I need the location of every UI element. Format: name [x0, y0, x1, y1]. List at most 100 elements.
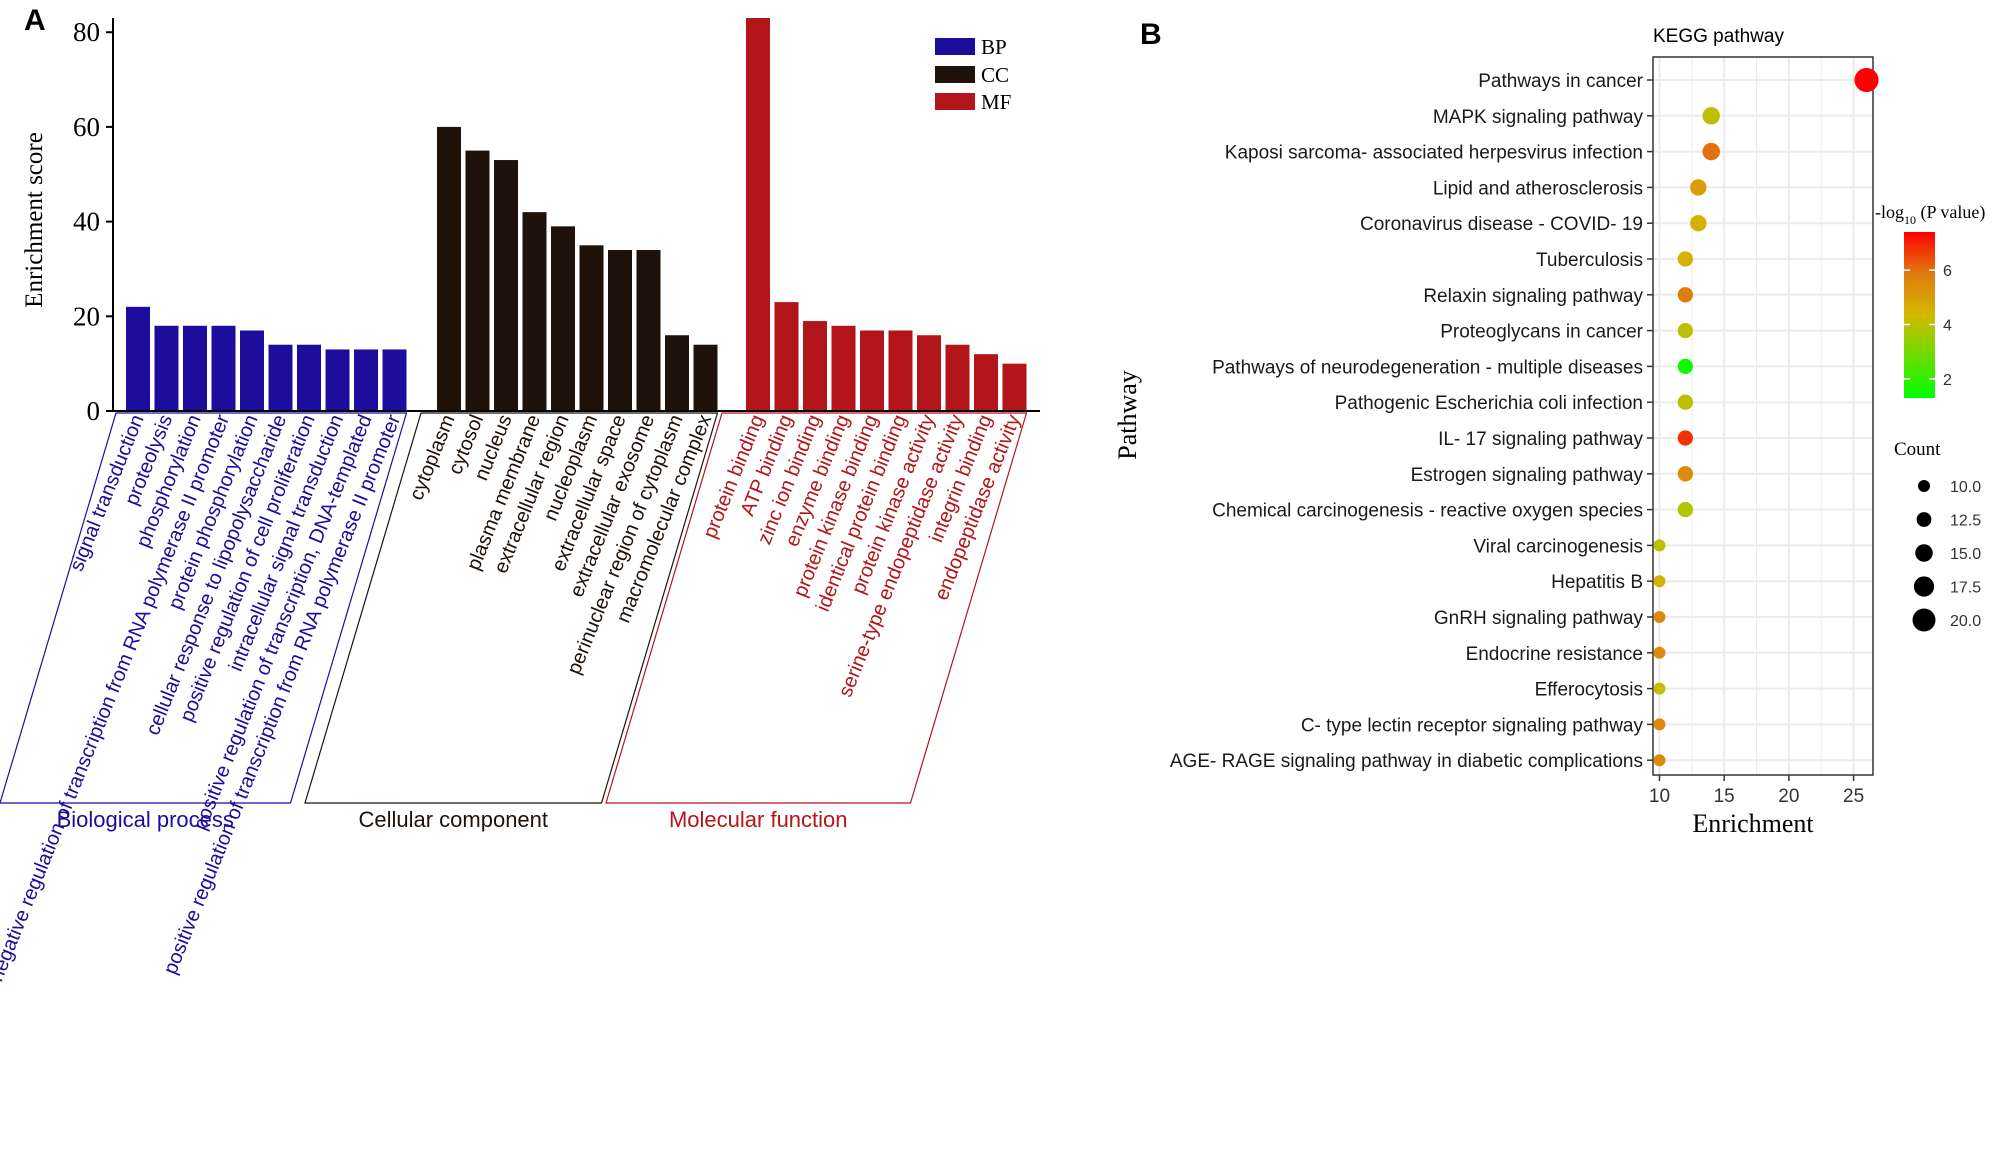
bar-identical-protein-binding — [888, 330, 913, 411]
point-pathways-of-neurodegeneration-multiple-diseases — [1677, 358, 1694, 375]
bar-protein-phosphorylation — [240, 330, 264, 411]
color-legend-tick-label: 4 — [1943, 318, 1952, 335]
legend-swatch-cc — [935, 66, 975, 83]
plot-title: KEGG pathway — [1653, 26, 1784, 47]
point-estrogen-signaling-pathway — [1677, 466, 1694, 482]
bar-extracellular-exosome — [636, 250, 661, 411]
point-il-17-signaling-pathway — [1677, 430, 1694, 446]
point-endocrine-resistance — [1653, 646, 1666, 659]
pathway-label-tuberculosis: Tuberculosis — [1536, 250, 1643, 271]
pathway-labels: Pathways in cancer MAPK signaling pathway… — [1170, 71, 1653, 772]
x-tick-label: 20 — [1778, 786, 1799, 807]
y-tick-label: 40 — [73, 207, 100, 237]
x-axis-label: Enrichment — [1692, 809, 1814, 838]
pathway-label-viral-carcinogenesis: Viral carcinogenesis — [1473, 536, 1643, 557]
y-tick-label: 60 — [73, 112, 100, 142]
point-kaposi-sarcoma-associated-herpesvirus-infection — [1702, 142, 1720, 161]
group-label-cellular-component: Cellular component — [358, 807, 548, 832]
bar-zinc-ion-binding — [803, 321, 827, 411]
go-bar-chart: Enrichment score 0 20 40 60 80 signal transd… — [0, 17, 1040, 985]
pathway-label-il-17-signaling-pathway: IL- 17 signaling pathway — [1438, 429, 1643, 450]
size-legend-label: 17.5 — [1950, 580, 1981, 597]
pathway-label-age-rage-signaling-pathway-in-diabetic-complications: AGE- RAGE signaling pathway in diabetic … — [1170, 751, 1643, 772]
bar-plasma-membrane — [522, 212, 547, 411]
color-legend-title-suffix: (P value) — [1916, 202, 1985, 223]
bar-enzyme-binding — [831, 325, 856, 411]
pathway-label-c-type-lectin-receptor-signaling-pathway: C- type lectin receptor signaling pathwa… — [1301, 715, 1644, 736]
pathway-label-estrogen-signaling-pathway: Estrogen signaling pathway — [1411, 465, 1644, 486]
pathway-label-kaposi-sarcoma-associated-herpesvirus-infection: Kaposi sarcoma- associated herpesvirus i… — [1225, 143, 1643, 164]
group-boxes: Biological process Cellular component Mole… — [0, 412, 1028, 832]
point-age-rage-signaling-pathway-in-diabetic-complications — [1653, 754, 1666, 767]
size-legend-entries: 10.0 12.5 15.0 17.5 20.0 — [1912, 479, 1981, 632]
pathway-label-mapk-signaling-pathway: MAPK signaling pathway — [1433, 107, 1644, 128]
legend-swatch-mf — [935, 93, 975, 110]
x-tick-label: 25 — [1843, 786, 1864, 807]
point-mapk-signaling-pathway — [1702, 107, 1720, 125]
legend-label-bp: BP — [981, 35, 1007, 59]
size-legend-dot — [1916, 512, 1932, 527]
x-axis-ticks: 10 15 20 25 — [1649, 775, 1864, 807]
bar-cellular-response-to-lipopolysaccharide — [268, 344, 293, 411]
point-viral-carcinogenesis — [1653, 539, 1666, 552]
pathway-label-endocrine-resistance: Endocrine resistance — [1466, 644, 1643, 665]
bar-cytoplasm — [437, 126, 461, 411]
category-labels: signal transductionproteolysisphosphoryl… — [0, 411, 1025, 984]
size-legend-label: 10.0 — [1950, 479, 1981, 496]
point-pathogenic-escherichia-coli-infection — [1677, 394, 1694, 410]
point-coronavirus-disease-covid-19 — [1690, 215, 1707, 232]
pathway-label-pathways-of-neurodegeneration-multiple-diseases: Pathways of neurodegeneration - multiple… — [1212, 357, 1643, 378]
y-tick-label: 20 — [73, 301, 100, 331]
point-chemical-carcinogenesis-reactive-oxygen-species — [1677, 501, 1694, 518]
color-legend-title: -log10 (P value) — [1875, 202, 1985, 227]
legend-swatch-bp — [935, 38, 975, 55]
pathway-label-chemical-carcinogenesis-reactive-oxygen-species: Chemical carcinogenesis - reactive oxyge… — [1212, 501, 1643, 522]
bar-serine-type-endopeptidase-activity — [945, 344, 970, 411]
x-tick-label: 15 — [1714, 786, 1735, 807]
size-legend: Count 10.0 12.5 15.0 17.5 20.0 — [1894, 439, 1981, 632]
x-tick-label: 10 — [1649, 786, 1670, 807]
point-proteoglycans-in-cancer — [1677, 322, 1694, 339]
bar-integrin-binding — [974, 354, 998, 411]
size-legend-dot — [1913, 576, 1935, 597]
y-axis-ticks: 0 20 40 60 80 — [73, 17, 113, 426]
color-legend-ticks: 2 4 6 — [1904, 263, 1952, 389]
bars — [126, 18, 1027, 411]
bar-nucleus — [494, 160, 518, 411]
points — [1653, 67, 1879, 767]
bar-intracellular-signal-transduction — [325, 349, 350, 411]
bar-extracellular-space — [608, 250, 632, 411]
legend: BP CC MF — [935, 35, 1011, 114]
color-legend-title-sub: 10 — [1904, 213, 1916, 227]
size-legend-label: 12.5 — [1950, 513, 1981, 530]
pathway-label-gnrh-signaling-pathway: GnRH signaling pathway — [1434, 608, 1644, 629]
bar-proteolysis — [154, 325, 179, 411]
color-legend-title-prefix: -log — [1875, 202, 1904, 222]
point-c-type-lectin-receptor-signaling-pathway — [1653, 718, 1666, 731]
y-tick-label: 0 — [87, 396, 101, 426]
pathway-label-pathways-in-cancer: Pathways in cancer — [1478, 71, 1643, 92]
group-box-molecular-function — [605, 412, 1028, 804]
bar-atp-binding — [774, 302, 799, 411]
size-legend-title: Count — [1894, 439, 1941, 460]
bar-protein-kinase-activity — [917, 335, 941, 411]
color-legend-tick-label: 2 — [1943, 372, 1952, 389]
plot-border — [1652, 56, 1874, 776]
bar-macromolecular-complex — [693, 344, 718, 411]
pathway-label-relaxin-signaling-pathway: Relaxin signaling pathway — [1423, 286, 1643, 307]
group-label-molecular-function: Molecular function — [669, 807, 848, 832]
size-legend-dot — [1912, 608, 1936, 632]
point-pathways-in-cancer — [1854, 67, 1879, 93]
bar-positive-regulation-of-transcription-from-rna-polymerase-ii-promoter — [382, 349, 407, 411]
point-hepatitis-b — [1653, 575, 1666, 588]
size-legend-label: 20.0 — [1950, 613, 1981, 630]
group-label-biological-process: Biological process — [57, 807, 234, 832]
point-tuberculosis — [1677, 251, 1694, 267]
panel-label-b: B — [1140, 18, 1162, 51]
kegg-dot-plot: KEGG pathway Pathways in cancer MAPK sign… — [1113, 26, 1985, 838]
color-legend-tick-label: 6 — [1943, 263, 1952, 280]
bar-signal-transduction — [126, 306, 150, 411]
bar-protein-kinase-binding — [860, 330, 884, 411]
plot-background — [1653, 57, 1873, 775]
color-legend-bar — [1904, 232, 1935, 398]
